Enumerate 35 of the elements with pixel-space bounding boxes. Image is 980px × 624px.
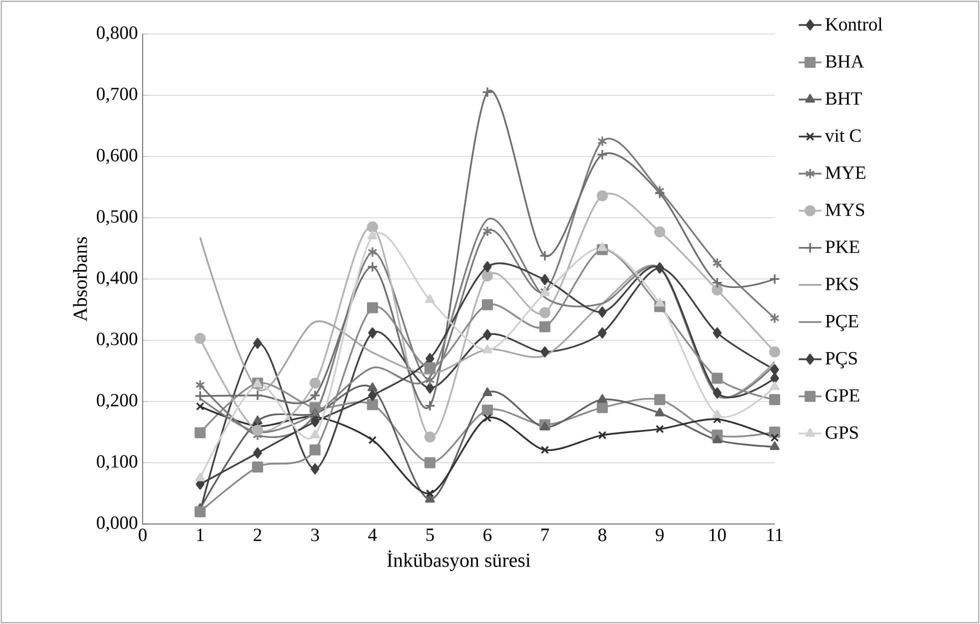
y-tick-label: 0,600 <box>96 148 138 164</box>
y-axis-title: Absorbans <box>73 237 88 322</box>
x-tick-label: 3 <box>311 528 319 542</box>
legend-label: PKE <box>825 240 860 253</box>
x-tick-label: 4 <box>368 528 377 541</box>
x-axis-title: İnkübasyon süresi <box>387 550 530 572</box>
legend-label: PÇS <box>825 352 857 368</box>
x-tick-label: 10 <box>710 528 726 542</box>
legend-label: PÇE <box>825 314 858 332</box>
y-tick-label: 0,200 <box>96 394 138 410</box>
legend-label: MYE <box>825 166 866 179</box>
legend-label: MYS <box>825 204 864 216</box>
x-tick-label: 6 <box>484 528 492 542</box>
legend-label: vit C <box>824 129 861 142</box>
x-tick-label: 0 <box>138 528 147 542</box>
x-tick-label: 2 <box>254 528 262 542</box>
x-tick-label: 8 <box>598 528 606 542</box>
y-tick-label: 0,500 <box>96 210 138 226</box>
y-tick-label: 0,100 <box>96 455 138 470</box>
x-tick-label: 9 <box>656 528 664 542</box>
legend-label: GPE <box>826 389 860 402</box>
legend-label: GPS <box>826 426 858 439</box>
x-tick-label: 1 <box>197 528 204 541</box>
legend-label: BHT <box>825 92 862 105</box>
legend-label: BHA <box>825 55 864 68</box>
y-tick-label: 0,800 <box>96 26 138 42</box>
legend-label: Kontrol <box>825 18 882 31</box>
y-tick-label: 0,300 <box>96 332 138 348</box>
x-tick-label: 5 <box>426 528 434 542</box>
y-tick-label: 0,700 <box>96 88 138 103</box>
y-tick-label: 0,000 <box>96 516 138 532</box>
x-tick-label: 7 <box>541 528 549 541</box>
y-tick-label: 0,400 <box>96 271 138 287</box>
x-tick-label: 11 <box>767 528 783 541</box>
legend-label: PKS <box>825 278 858 290</box>
